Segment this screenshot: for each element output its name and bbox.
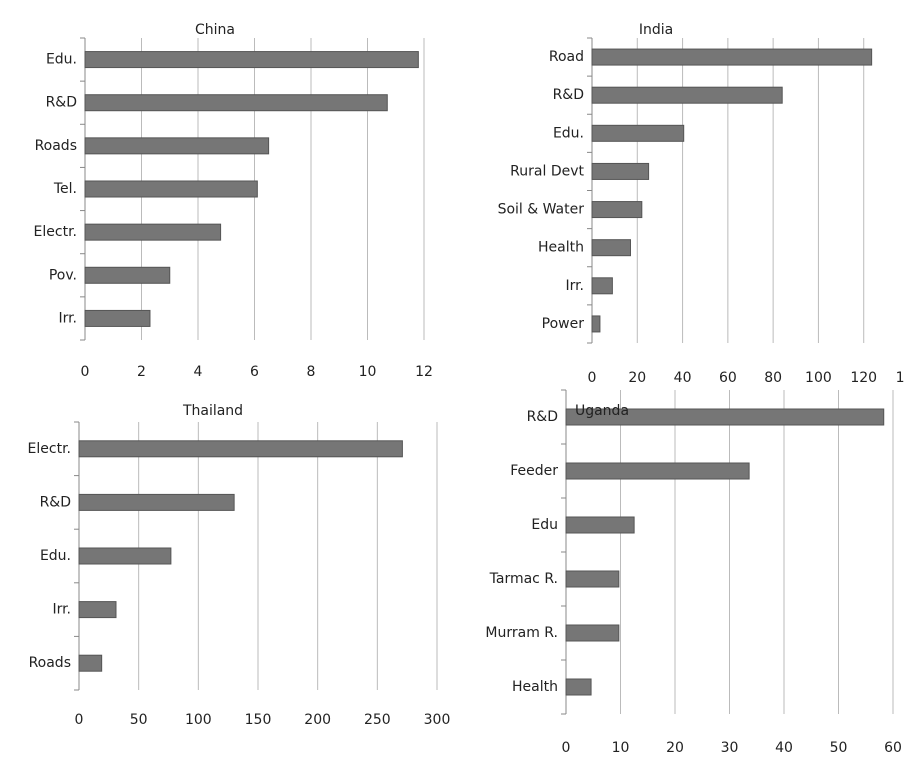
bar: [84, 180, 258, 198]
x-tick-label: 6: [250, 364, 259, 380]
x-tick-label: 0: [81, 364, 90, 380]
y-tick-label: Road: [549, 49, 584, 65]
x-tick-label: 4: [194, 364, 203, 380]
chart-title: China: [195, 22, 235, 38]
x-tick-label: 150: [245, 712, 272, 728]
bar: [565, 678, 592, 696]
y-tick-label: Health: [512, 679, 558, 695]
y-tick-label: Health: [538, 240, 584, 256]
bar: [591, 239, 631, 257]
x-tick-label: 10: [359, 364, 377, 380]
x-tick-label: 2: [137, 364, 146, 380]
x-tick-label: 50: [830, 740, 848, 756]
x-tick-label: 40: [674, 370, 692, 386]
bar: [591, 201, 643, 219]
bar: [78, 601, 117, 619]
y-tick-label: Power: [542, 316, 585, 332]
x-tick-label: 50: [130, 712, 148, 728]
bar: [84, 223, 222, 241]
y-tick-label: Irr.: [565, 278, 584, 294]
x-tick-label: 60: [884, 740, 902, 756]
x-tick-label: 60: [719, 370, 737, 386]
bar: [565, 516, 635, 534]
y-tick-label: Electr.: [34, 224, 77, 240]
y-tick-label: Irr.: [58, 310, 77, 326]
x-tick-label: 200: [304, 712, 331, 728]
bar: [78, 547, 172, 565]
y-tick-label: Irr.: [52, 602, 71, 618]
x-tick-label: 10: [612, 740, 630, 756]
bar: [84, 94, 388, 112]
x-tick-label: 300: [424, 712, 451, 728]
bar: [84, 51, 419, 69]
bar: [565, 408, 885, 426]
bar: [591, 162, 650, 180]
x-tick-label: 20: [628, 370, 646, 386]
y-tick-label: Roads: [35, 138, 77, 154]
y-tick-label: Roads: [29, 655, 71, 671]
x-tick-label: 100: [805, 370, 832, 386]
y-tick-label: R&D: [553, 87, 584, 103]
bar: [565, 462, 750, 480]
bar: [84, 137, 270, 155]
bar: [78, 654, 103, 672]
bar: [84, 309, 151, 327]
y-tick-label: Murram R.: [485, 625, 558, 641]
bar: [565, 570, 620, 588]
y-tick-label: Tarmac R.: [489, 571, 558, 587]
x-tick-label: 80: [764, 370, 782, 386]
bar: [591, 124, 685, 142]
bar: [78, 440, 403, 458]
y-tick-label: R&D: [527, 409, 558, 425]
y-tick-label: Pov.: [49, 267, 77, 283]
bar: [565, 624, 620, 642]
y-tick-label: Edu.: [46, 52, 77, 68]
x-tick-label: 0: [75, 712, 84, 728]
y-tick-label: Electr.: [28, 441, 71, 457]
x-tick-label: 100: [185, 712, 212, 728]
bar: [84, 266, 171, 284]
chart-title: Thailand: [182, 403, 243, 419]
bar: [591, 48, 873, 66]
x-tick-label: 250: [364, 712, 391, 728]
bar: [591, 86, 783, 104]
x-tick-label: 30: [721, 740, 739, 756]
bar: [591, 277, 613, 295]
x-tick-label: 40: [775, 740, 793, 756]
x-tick-label: 140: [896, 370, 904, 386]
y-tick-label: Rural Devt: [510, 163, 584, 179]
y-tick-label: Edu: [531, 517, 558, 533]
y-tick-label: Feeder: [510, 463, 558, 479]
chart-title: India: [639, 22, 673, 38]
x-tick-label: 8: [307, 364, 316, 380]
y-tick-label: Soil & Water: [498, 202, 585, 218]
chart-title: Uganda: [575, 403, 629, 419]
y-tick-label: Edu.: [553, 125, 584, 141]
x-tick-label: 20: [666, 740, 684, 756]
x-tick-label: 120: [850, 370, 877, 386]
x-tick-label: 0: [588, 370, 597, 386]
x-tick-label: 12: [415, 364, 433, 380]
bar: [591, 315, 601, 333]
bar: [78, 493, 235, 511]
y-tick-label: Edu.: [40, 548, 71, 564]
y-tick-label: R&D: [40, 494, 71, 510]
y-tick-label: R&D: [46, 95, 77, 111]
y-tick-label: Tel.: [53, 181, 77, 197]
x-tick-label: 0: [562, 740, 571, 756]
